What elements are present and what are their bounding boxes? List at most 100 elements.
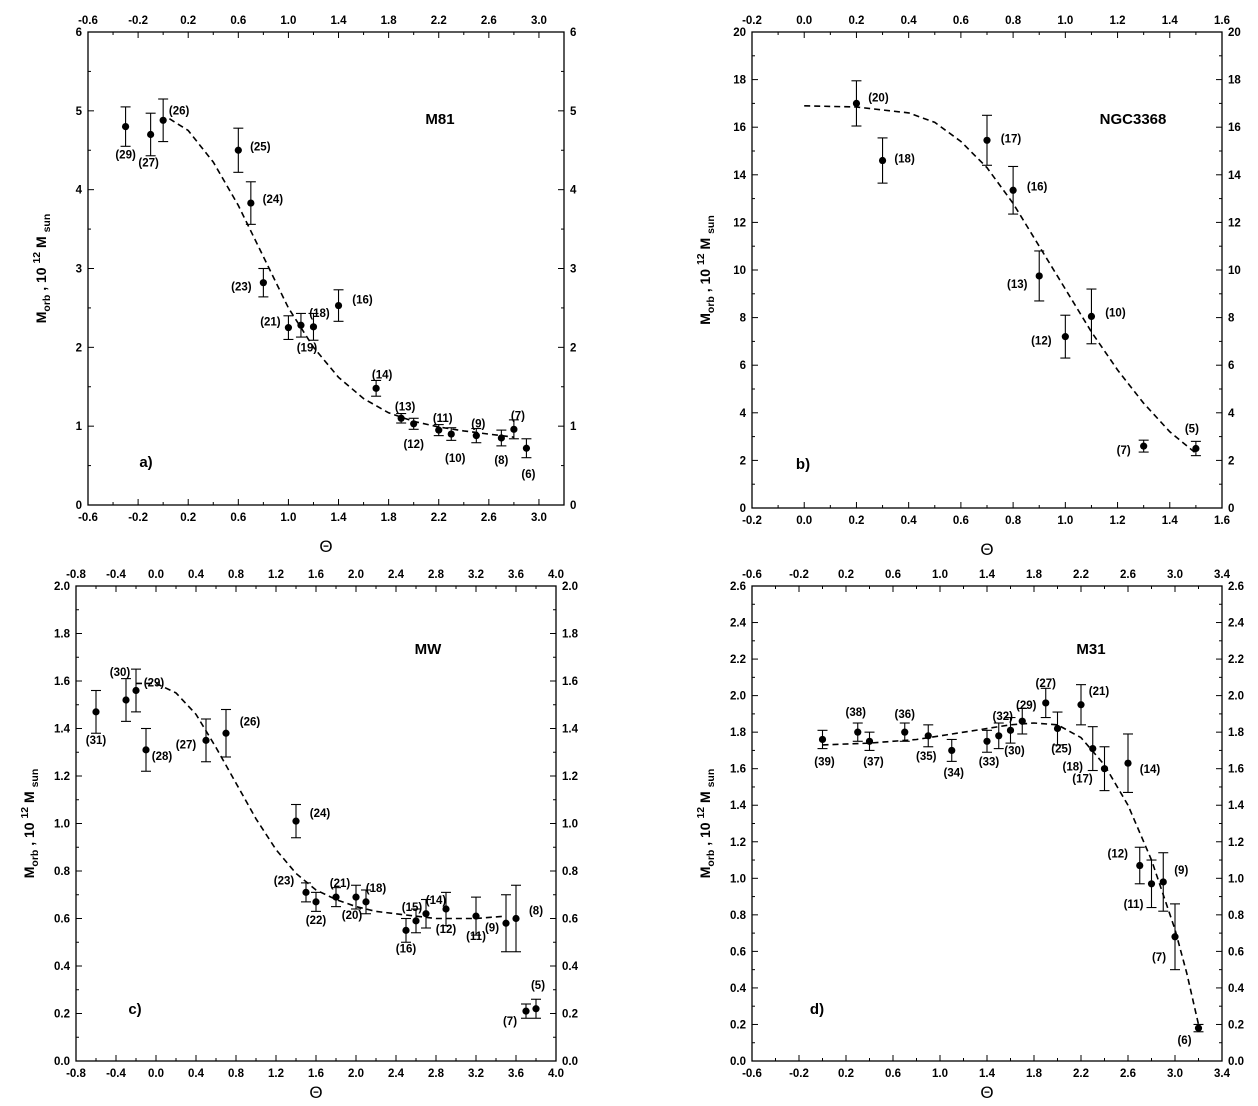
data-point: (14): [371, 369, 393, 397]
point-label: (21): [1089, 686, 1110, 698]
data-point: (16): [1008, 165, 1048, 215]
panel-m81: -0.6 -0.6 -0.2 -0.2 0.2 0.2 0.6 0.6 1.0 1.0 1.4 1.4…: [31, 15, 577, 556]
point-label: (24): [263, 194, 284, 206]
point-label: (20): [868, 92, 889, 104]
y-label-sub: orb: [29, 850, 41, 867]
data-point: (13): [395, 401, 416, 424]
point-marker: [412, 917, 420, 925]
y-tick-label-left: 1.8: [54, 629, 71, 641]
data-point: (26): [158, 98, 190, 143]
y-tick-label-right: 0.6: [562, 914, 578, 926]
x-tick-label-bottom: 1.6: [308, 1068, 324, 1080]
data-point: (37): [863, 731, 884, 768]
point-label: (19): [297, 342, 318, 354]
point-label: (30): [110, 667, 131, 679]
point-marker: [132, 686, 140, 695]
panel-letter: c): [128, 1001, 141, 1018]
point-marker: [92, 708, 100, 716]
point-marker: [142, 746, 150, 754]
point-label: (17): [1001, 133, 1022, 145]
y-tick-label-right: 18: [1228, 75, 1241, 87]
y-tick-label-right: 5: [570, 106, 577, 118]
y-tick-label-right: 0.2: [562, 1009, 578, 1021]
x-tick-label-bottom: 3.0: [531, 512, 547, 524]
y-label-m2: M: [21, 787, 37, 806]
point-marker: [309, 323, 318, 331]
data-point: (33): [979, 729, 999, 768]
x-tick-label-top: 3.6: [508, 569, 524, 581]
x-tick-label-bottom: 1.4: [1162, 515, 1179, 527]
data-point: (27): [1036, 678, 1056, 719]
point-label: (21): [260, 317, 281, 329]
point-label: (25): [1051, 744, 1072, 756]
point-marker: [472, 432, 480, 440]
plot-frame: [751, 585, 1223, 1062]
data-point: (9): [471, 419, 486, 444]
x-tick-label-top: 0.2: [848, 15, 864, 27]
y-tick-label-left: 0.0: [730, 1056, 746, 1068]
x-tick-label-bottom: 3.2: [468, 1068, 484, 1080]
plot-frame: [751, 31, 1223, 509]
y-label-comma: , 10: [697, 265, 713, 296]
point-marker: [854, 728, 862, 736]
point-label: (17): [1072, 774, 1093, 786]
y-label-comma: , 10: [697, 819, 713, 850]
x-tick-label-bottom: 1.4: [331, 512, 348, 524]
data-point: (29): [115, 106, 136, 162]
y-tick-label-left: 0.6: [730, 946, 746, 958]
x-tick-label-bottom: 0.6: [953, 515, 969, 527]
x-tick-label-bottom: 1.4: [979, 1068, 996, 1080]
y-tick-label-right: 0.6: [1228, 946, 1244, 958]
y-tick-label-right: 6: [1228, 360, 1234, 372]
y-tick-label-right: 0: [570, 500, 576, 512]
x-tick-label-bottom: 4.0: [548, 1068, 564, 1080]
point-label: (10): [1105, 307, 1126, 319]
y-tick-label-right: 2.0: [562, 581, 578, 593]
point-marker: [422, 910, 430, 918]
data-point: (14): [421, 895, 446, 929]
point-label: (11): [433, 413, 453, 425]
point-label: (9): [471, 419, 485, 431]
x-tick-label-bottom: 0.2: [848, 515, 864, 527]
point-marker: [442, 905, 450, 913]
y-tick-label-left: 1.2: [730, 837, 746, 849]
point-marker: [818, 735, 827, 744]
x-tick-label-bottom: -0.2: [789, 1068, 809, 1080]
y-label-sup: 12: [695, 807, 707, 819]
point-label: (14): [372, 369, 393, 381]
point-label: (7): [1152, 952, 1166, 964]
point-marker: [983, 136, 991, 144]
point-marker: [447, 430, 455, 438]
x-tick-label-top: 3.0: [531, 15, 547, 27]
x-tick-label-top: 1.4: [979, 569, 996, 581]
x-axis-label: Θ: [980, 1083, 993, 1102]
point-label: (38): [846, 707, 867, 719]
point-marker: [1053, 724, 1062, 733]
data-point: (21): [260, 315, 294, 341]
y-tick-label-left: 4: [76, 185, 83, 197]
point-label: (39): [814, 756, 835, 768]
data-point: (18): [308, 308, 330, 341]
y-tick-label-right: 0.0: [1228, 1056, 1244, 1068]
x-tick-label-bottom: -0.4: [106, 1068, 126, 1080]
point-marker: [983, 737, 991, 745]
y-label-m: M: [697, 313, 713, 325]
y-tick-label-left: 12: [733, 217, 746, 229]
point-marker: [302, 888, 310, 896]
y-label-sup: 12: [19, 807, 31, 819]
y-tick-label-right: 2: [570, 342, 576, 354]
y-tick-label-right: 2.0: [1228, 691, 1244, 703]
panel-letter: b): [796, 456, 810, 473]
point-label: (16): [1027, 181, 1048, 193]
data-point: (19): [295, 312, 318, 354]
data-point: (5): [1185, 424, 1201, 457]
y-tick-label-left: 0: [740, 503, 746, 515]
point-label: (32): [993, 711, 1014, 723]
y-tick-label-left: 0: [76, 500, 82, 512]
y-tick-label-left: 0.6: [54, 914, 70, 926]
x-tick-label-bottom: 0.4: [901, 515, 918, 527]
data-point: (25): [233, 127, 271, 173]
point-marker: [1147, 880, 1156, 888]
point-label: (35): [916, 751, 937, 763]
x-tick-label-top: -0.2: [742, 15, 762, 27]
